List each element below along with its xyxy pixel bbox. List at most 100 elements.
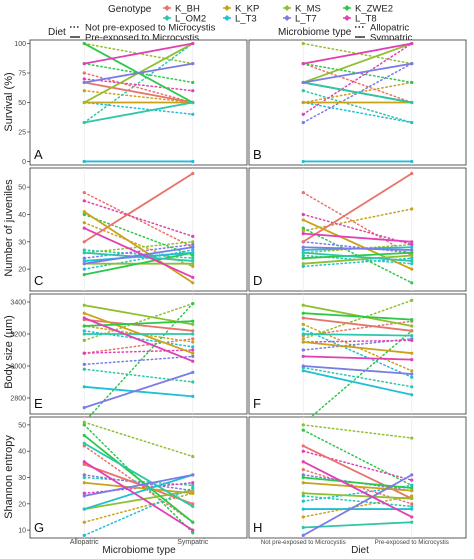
panel-letter: F: [253, 396, 261, 411]
series-l-t8-dotted: [301, 212, 414, 247]
panel-frame: [29, 167, 248, 292]
panel-a: 0 25 50 75 100 A Survival (%): [3, 39, 248, 166]
data-point: [410, 207, 414, 211]
data-point: [410, 369, 414, 373]
data-point: [410, 494, 414, 498]
data-point: [191, 348, 195, 352]
series-line: [302, 312, 413, 321]
series-l-t3-dotted: [301, 327, 414, 379]
data-point: [82, 316, 86, 320]
series-k-kp-solid: [82, 481, 195, 495]
data-point: [301, 245, 305, 249]
data-point: [82, 191, 86, 195]
data-point: [301, 515, 305, 519]
data-point: [191, 100, 195, 105]
series-line: [302, 521, 413, 529]
data-point: [82, 420, 86, 424]
data-point: [82, 406, 86, 410]
series-l-om2-solid: [301, 251, 414, 263]
y-tick-label: 10: [18, 528, 26, 535]
data-point: [301, 327, 305, 331]
data-point: [301, 218, 305, 222]
series-line: [302, 450, 413, 481]
legend-genotype-l-t3: L_T3: [223, 14, 257, 25]
data-point: [410, 248, 414, 252]
legend-genotype-label: L_OM2: [175, 14, 206, 25]
legend-genotype-label: L_T8: [355, 14, 377, 25]
data-point: [191, 483, 195, 487]
series-line: [302, 89, 413, 124]
series-k-zwe2-solid: [301, 251, 414, 260]
series-k-zwe2-solid: [301, 475, 414, 490]
series-line: [302, 81, 413, 104]
series-l-t7-dotted: [82, 354, 195, 366]
series-line: [302, 251, 413, 262]
panel-letter: D: [253, 273, 262, 288]
series-l-t8-solid: [82, 226, 195, 279]
data-point: [82, 120, 86, 125]
data-point: [191, 504, 195, 509]
data-point: [82, 520, 86, 524]
panel-b: B: [248, 39, 467, 166]
data-point: [410, 242, 414, 247]
data-point: [301, 212, 305, 217]
data-point: [301, 248, 305, 252]
y-tick-label: 50: [18, 185, 26, 192]
legend-genotype-label: L_T7: [295, 14, 317, 25]
data-point: [191, 351, 195, 355]
legend-genotype-k-kp: K_KP: [223, 4, 259, 15]
series-line: [83, 481, 194, 495]
panel-letter: A: [34, 147, 43, 162]
series-line: [302, 473, 413, 537]
data-point: [301, 240, 305, 244]
series-line: [83, 251, 194, 276]
data-point: [82, 226, 86, 230]
data-point: [191, 251, 195, 255]
data-point: [410, 502, 414, 506]
data-point: [301, 80, 305, 85]
data-point: [301, 120, 305, 125]
data-point: [301, 460, 305, 464]
data-point: [82, 159, 86, 164]
series-line: [302, 333, 413, 337]
series-k-bh-solid: [82, 462, 195, 506]
data-point: [82, 433, 86, 438]
series-line: [83, 78, 194, 92]
series-l-t8-solid: [82, 316, 195, 363]
data-point: [301, 256, 305, 260]
series-l-om2-dotted: [82, 475, 195, 487]
data-point: [191, 345, 195, 349]
data-point: [301, 251, 305, 255]
data-point: [301, 303, 305, 307]
series-l-t8-dotted: [82, 199, 195, 238]
data-point: [191, 159, 195, 164]
series-line: [302, 338, 413, 351]
data-point: [82, 256, 86, 260]
series-line: [302, 317, 413, 332]
series-line: [83, 445, 194, 523]
data-point: [410, 473, 414, 477]
legend-diet-not-pre-exposed: Not pre-exposed to Microcystis: [70, 23, 216, 34]
series-line: [302, 424, 413, 439]
data-point: [82, 367, 86, 371]
data-point: [82, 89, 86, 93]
data-point: [301, 332, 305, 336]
data-point: [410, 478, 414, 482]
data-point: [191, 281, 195, 285]
data-point: [410, 281, 414, 285]
legend-genotype-l-t8: L_T8: [343, 14, 377, 25]
series-k-zwe2-solid: [301, 311, 414, 322]
data-point: [301, 337, 305, 341]
data-point: [301, 354, 305, 358]
y-tick-label: 40: [18, 449, 26, 456]
series-line: [83, 101, 194, 116]
data-point: [82, 273, 86, 277]
legend-genotype-l-t7: L_T7: [283, 14, 317, 25]
data-point: [301, 112, 305, 116]
series-line: [83, 101, 194, 124]
data-point: [301, 507, 305, 511]
series-line: [302, 172, 413, 243]
data-point: [301, 253, 305, 258]
y-tick-label: 25: [18, 129, 26, 136]
